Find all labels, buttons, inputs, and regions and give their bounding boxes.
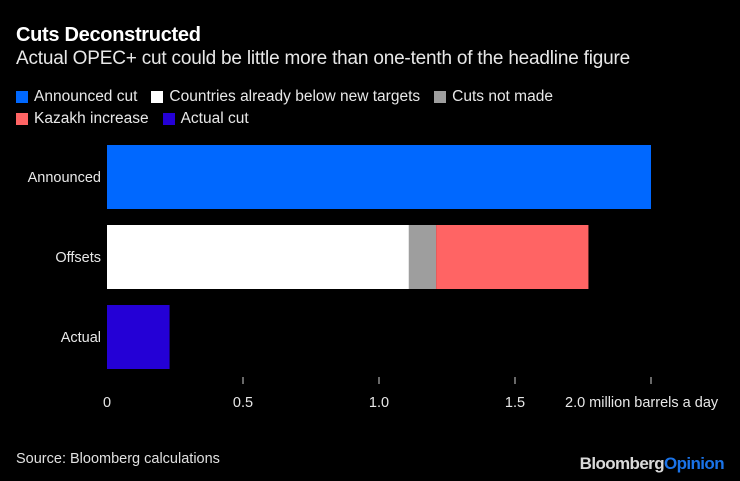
bar-actual-actual-cut [107,305,170,369]
legend-label: Announced cut [34,88,138,105]
legend-swatch [16,113,28,125]
legend-label: Countries already below new targets [169,88,421,105]
bar-offsets-countries-already-below-new-targets [107,225,409,289]
legend-swatch [434,91,447,103]
legend-swatch [151,91,164,103]
chart-title: Cuts Deconstructed [16,24,201,46]
source-note: Source: Bloomberg calculations [16,451,220,467]
legend-swatch [16,91,28,103]
bars-group [107,145,651,369]
category-label-actual: Actual [61,330,101,346]
bar-announced-announced-cut [107,145,651,209]
legend-label: Cuts not made [452,88,553,105]
chart-legend: Announced cut Countries already below new… [16,86,736,130]
x-tick-label: 1.0 [369,395,389,411]
bloomberg-opinion-logo: BloombergOpinion [579,454,725,474]
legend-swatch [162,113,175,125]
chart-subtitle: Actual OPEC+ cut could be little more th… [16,48,630,69]
x-tick-label: 0 [103,395,111,411]
legend-item-cuts-not-made: Cuts not made [434,88,553,106]
category-labels: Announced Offsets Actual [28,170,101,346]
category-label-offsets: Offsets [55,250,101,266]
x-axis: 0 0.5 1.0 1.5 2.0 million barrels a day [103,377,719,411]
brand-bloomberg: Bloomberg [579,454,665,473]
bar-offsets-cuts-not-made [408,225,437,289]
category-label-announced: Announced [28,170,101,186]
brand-opinion: Opinion [663,454,725,473]
legend-label: Actual cut [180,110,249,127]
legend-item-kazakh-increase: Kazakh increase [16,110,149,128]
legend-item-announced-cut: Announced cut [16,88,137,106]
legend-item-actual-cut: Actual cut [162,110,249,128]
x-tick-label: 2.0 million barrels a day [565,395,719,411]
legend-label: Kazakh increase [34,110,149,127]
legend-row: Announced cut Countries already below new… [16,86,736,108]
legend-item-countries-already-below-new-targets: Countries already below new targets [151,88,420,106]
legend-row: Kazakh increase Actual cut [16,108,736,130]
bar-offsets-kazakh-increase [436,225,589,289]
x-tick-label: 1.5 [505,395,525,411]
x-tick-label: 0.5 [233,395,253,411]
